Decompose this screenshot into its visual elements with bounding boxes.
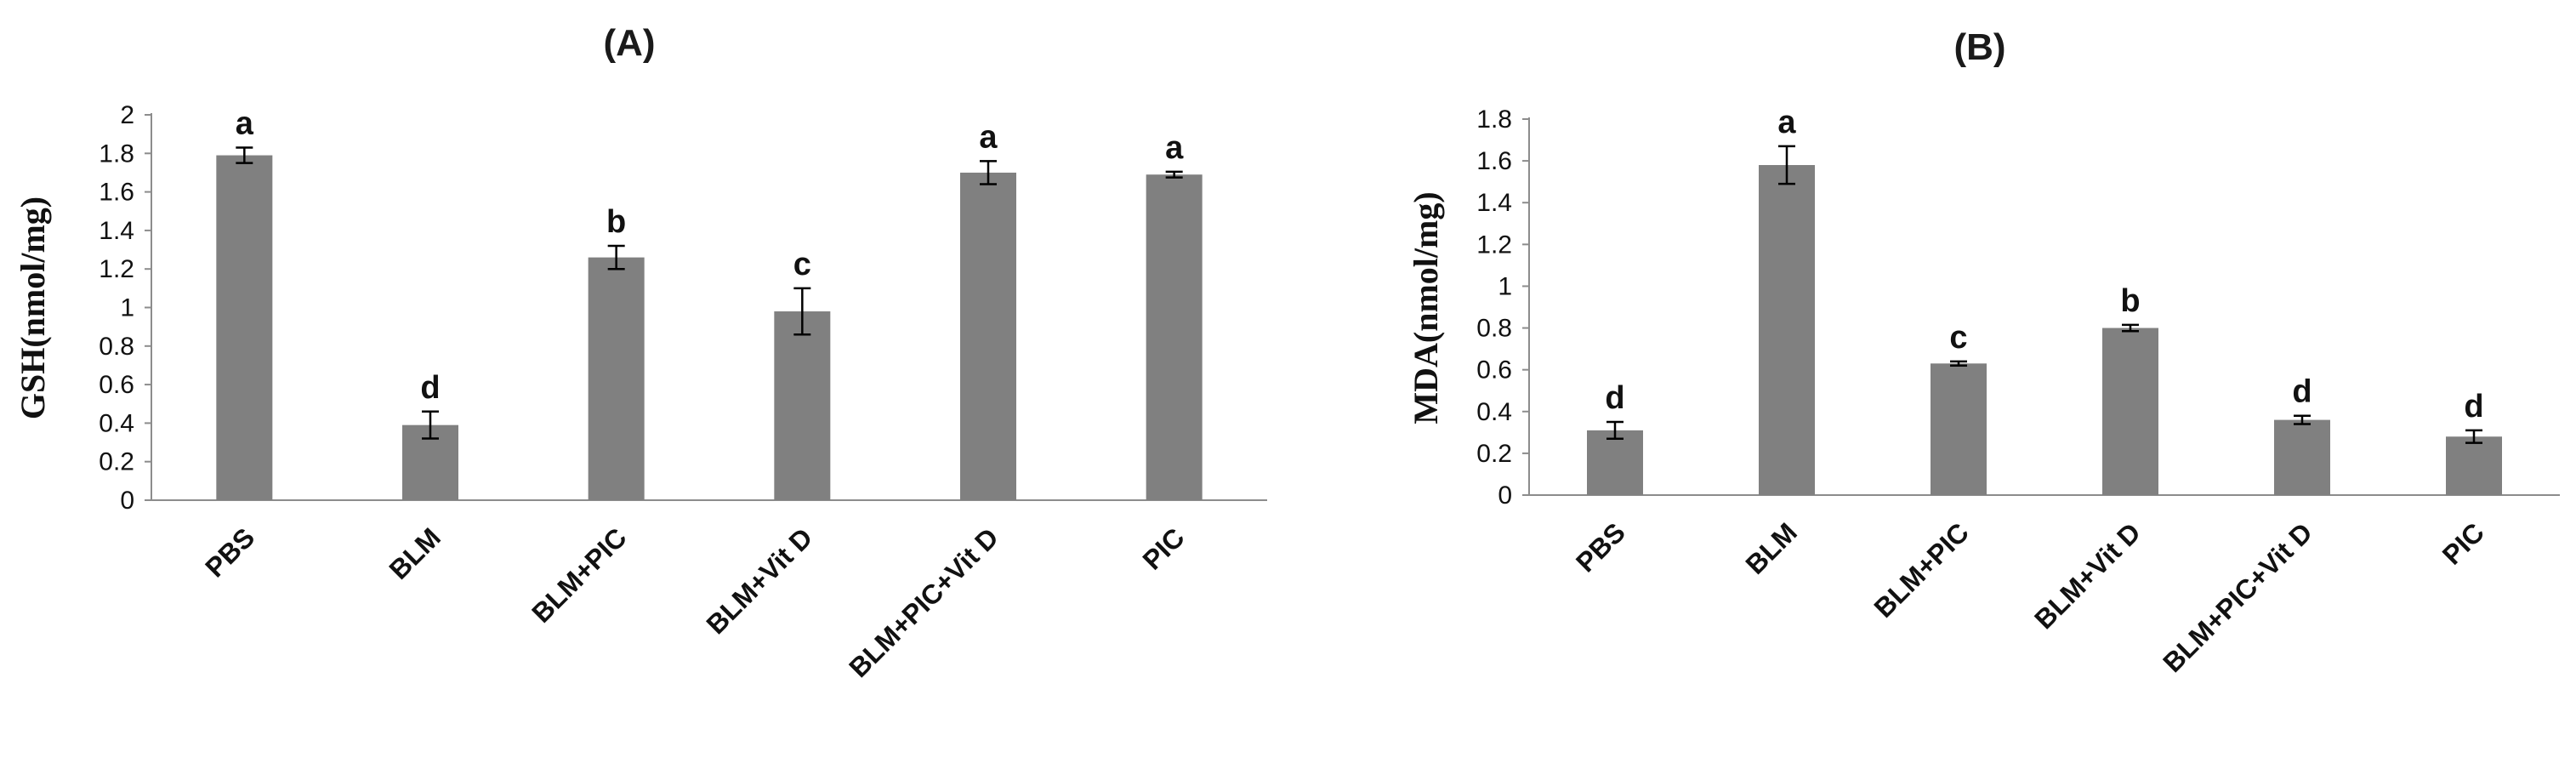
y-axis-label: GSH(nmol/mg): [14, 197, 52, 419]
error-bar: [2465, 429, 2482, 444]
bar: [2274, 419, 2330, 495]
bar: [1587, 430, 1643, 495]
bar: [774, 311, 831, 500]
significance-letter: d: [2464, 389, 2483, 424]
bar: [960, 172, 1016, 500]
significance-letter: a: [1777, 105, 1796, 140]
y-tick-label: 1.2: [99, 255, 134, 283]
y-tick-label: 0.6: [99, 371, 134, 399]
error-bar: [793, 287, 811, 336]
error-bar: [2294, 414, 2311, 425]
x-tick-label: BLM+PIC: [1868, 516, 1975, 623]
x-tick-label: PBS: [1570, 516, 1631, 578]
chart-title: (A): [603, 22, 655, 64]
significance-letter: c: [1949, 320, 1967, 356]
y-tick-label: 1.2: [1476, 231, 1512, 259]
y-tick-label: 0: [1498, 481, 1512, 510]
y-tick-label: 0.4: [99, 409, 134, 437]
y-tick-label: 1: [1498, 272, 1512, 300]
y-tick-label: 0: [120, 487, 134, 515]
bar: [2102, 328, 2158, 495]
y-tick-label: 0.2: [1476, 440, 1512, 468]
x-tick-label: PBS: [199, 521, 260, 583]
y-tick-label: 1.4: [99, 217, 134, 245]
y-tick-label: 0.8: [99, 333, 134, 361]
bar: [2446, 436, 2502, 495]
significance-letter: a: [979, 119, 998, 155]
y-tick-label: 1.6: [99, 179, 134, 207]
y-tick-label: 1.8: [99, 140, 134, 168]
chart-panel-a: (A) GSH(nmol/mg) 0 0.2 0.4 0.6 0.8 1 1.2 1.4 1.6 1.…: [14, 22, 1267, 683]
error-bar: [1950, 360, 1967, 367]
significance-letter: a: [236, 106, 254, 142]
y-tick-label: 1: [120, 294, 134, 322]
error-bar: [2122, 323, 2139, 333]
significance-letter: a: [1165, 130, 1184, 166]
significance-letter: d: [2292, 374, 2312, 410]
x-tick-label: BLM+PIC+Vit D: [843, 521, 1004, 683]
error-bar: [980, 160, 997, 185]
x-tick-label: PIC: [2437, 516, 2490, 570]
significance-letter: d: [1605, 380, 1624, 416]
x-tick-label: BLM+Vit D: [700, 521, 818, 640]
significance-letter: d: [420, 370, 440, 406]
y-tick-label: 0.6: [1476, 356, 1512, 384]
y-tick-label: 1.6: [1476, 147, 1512, 175]
x-tick-label: BLM: [1739, 516, 1802, 579]
error-bar: [1165, 170, 1183, 179]
x-tick-label: BLM+Vit D: [2028, 516, 2147, 635]
significance-letter: c: [793, 247, 811, 282]
error-bar: [236, 146, 253, 164]
error-bar: [1778, 145, 1795, 185]
chart-title: (B): [1953, 26, 2005, 68]
y-tick-label: 1.8: [1476, 105, 1512, 134]
x-tick-label: BLM: [383, 521, 446, 584]
bar: [588, 257, 645, 500]
error-bar: [1606, 420, 1624, 440]
y-tick-label: 0.2: [99, 448, 134, 476]
bar: [216, 155, 273, 500]
bar: [1146, 174, 1203, 500]
y-axis-label: MDA(nmol/mg): [1407, 191, 1445, 424]
x-tick-label: PIC: [1136, 521, 1190, 575]
y-tick-label: 0.4: [1476, 398, 1512, 426]
y-tick-label: 2: [120, 101, 134, 129]
significance-letter: b: [606, 204, 626, 240]
y-tick-label: 0.8: [1476, 315, 1512, 343]
error-bar: [607, 244, 625, 271]
bar: [1931, 363, 1987, 495]
chart-panel-b: (B) MDA(nmol/mg) 0 0.2 0.4 0.6 0.8 1 1.2 1.4 1.6 1.…: [1407, 26, 2560, 678]
x-tick-label: BLM+PIC: [526, 521, 632, 628]
significance-letter: b: [2120, 283, 2140, 319]
error-bar: [422, 410, 439, 440]
x-tick-label: BLM+PIC+Vit D: [2157, 516, 2318, 678]
y-tick-label: 1.4: [1476, 189, 1512, 217]
bar: [1759, 165, 1815, 495]
